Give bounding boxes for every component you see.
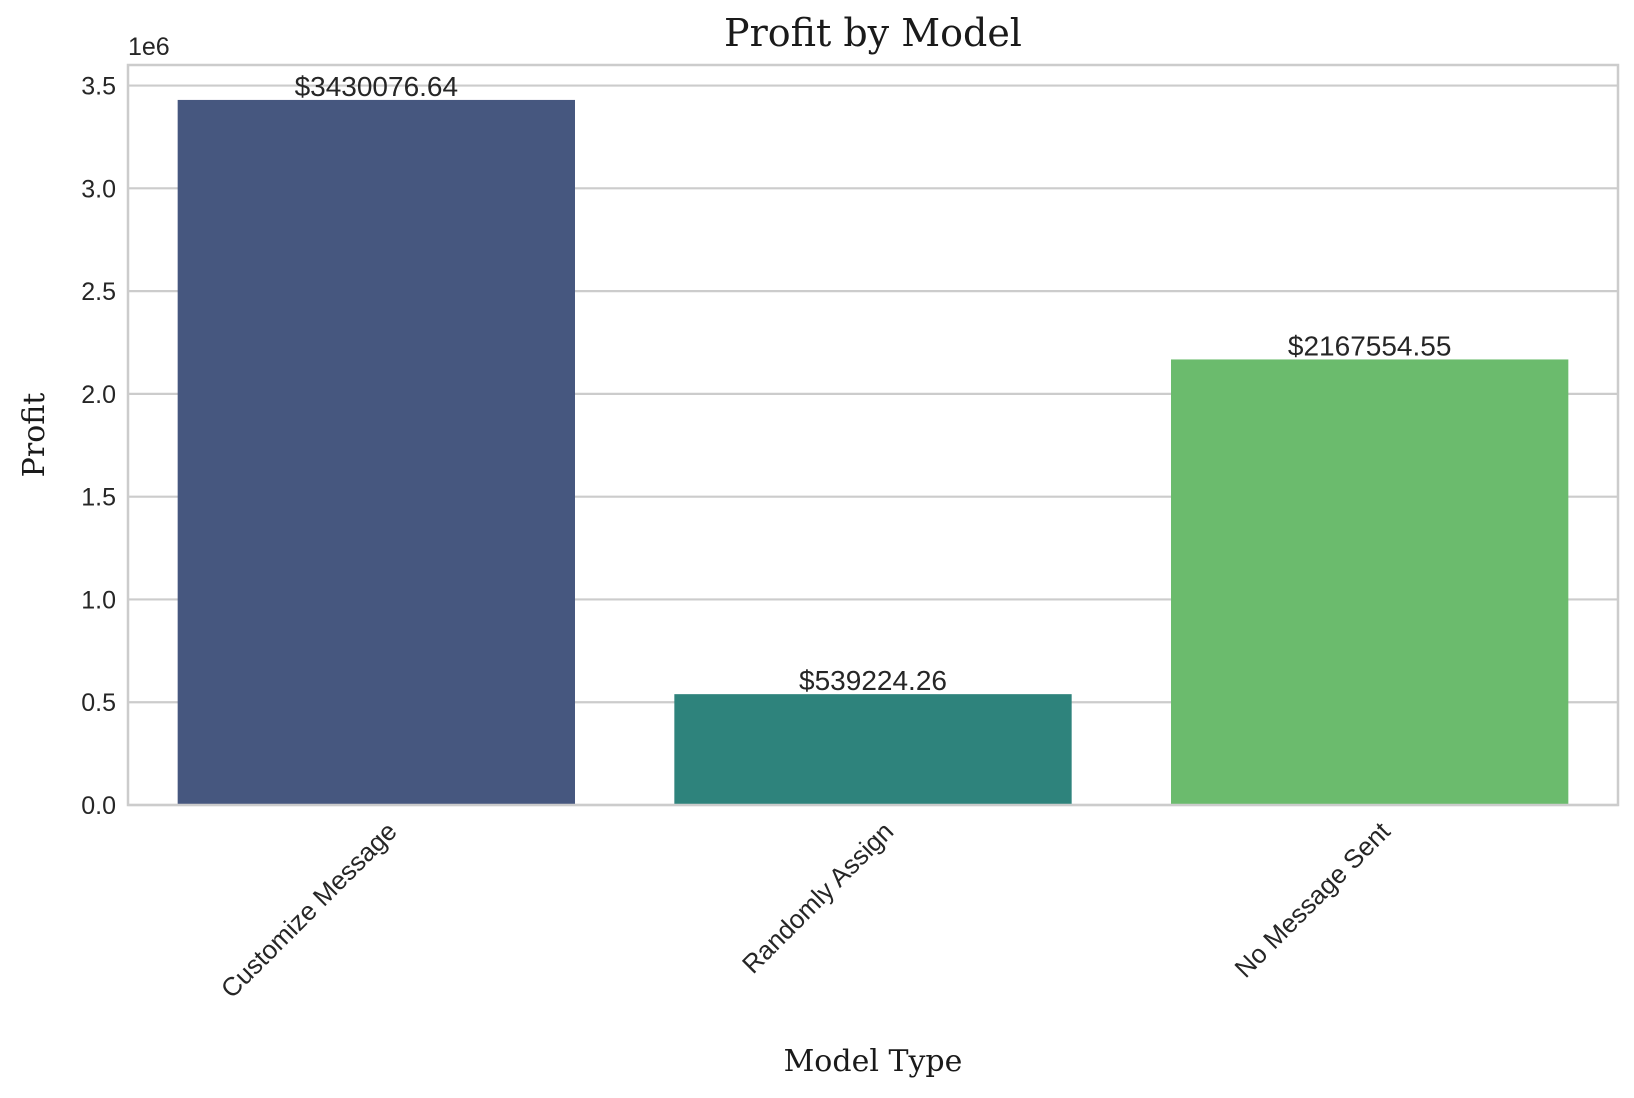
plot-border [126, 63, 1620, 807]
plot-frame [126, 63, 1620, 807]
y-axis-label: Profit [17, 393, 52, 478]
y-tick-label: 1.5 [81, 484, 116, 512]
bar [177, 99, 575, 805]
y-tick-label: 1.0 [81, 586, 116, 614]
x-tick-labels: Customize Message Randomly Assign No Messa… [215, 815, 1397, 1003]
bar [1171, 359, 1569, 805]
data-label: $3430076.64 [295, 71, 459, 102]
x-tick-label: Customize Message [215, 816, 403, 1004]
bar [674, 694, 1072, 805]
data-label: $539224.26 [799, 665, 947, 696]
data-label: $2167554.55 [1288, 330, 1452, 361]
data-labels: $3430076.64 $539224.26 $2167554.55 [295, 71, 1452, 696]
x-tick-label: No Message Sent [1229, 815, 1397, 983]
y-tick-label: 3.0 [81, 175, 116, 203]
x-tick-label: Randomly Assign [736, 816, 899, 979]
x-axis-label: Model Type [784, 1044, 963, 1079]
bars-group [177, 99, 1569, 805]
chart-title: Profit by Model [724, 11, 1022, 55]
y-tick-label: 2.5 [81, 278, 116, 306]
y-tick-labels: 0.0 0.5 1.0 1.5 2.0 2.5 3.0 3.5 [81, 73, 116, 820]
y-offset-label: 1e6 [128, 33, 170, 61]
y-tick-label: 3.5 [81, 73, 116, 101]
y-tick-label: 2.0 [81, 381, 116, 409]
y-tick-label: 0.0 [81, 792, 116, 820]
y-tick-label: 0.5 [81, 689, 116, 717]
